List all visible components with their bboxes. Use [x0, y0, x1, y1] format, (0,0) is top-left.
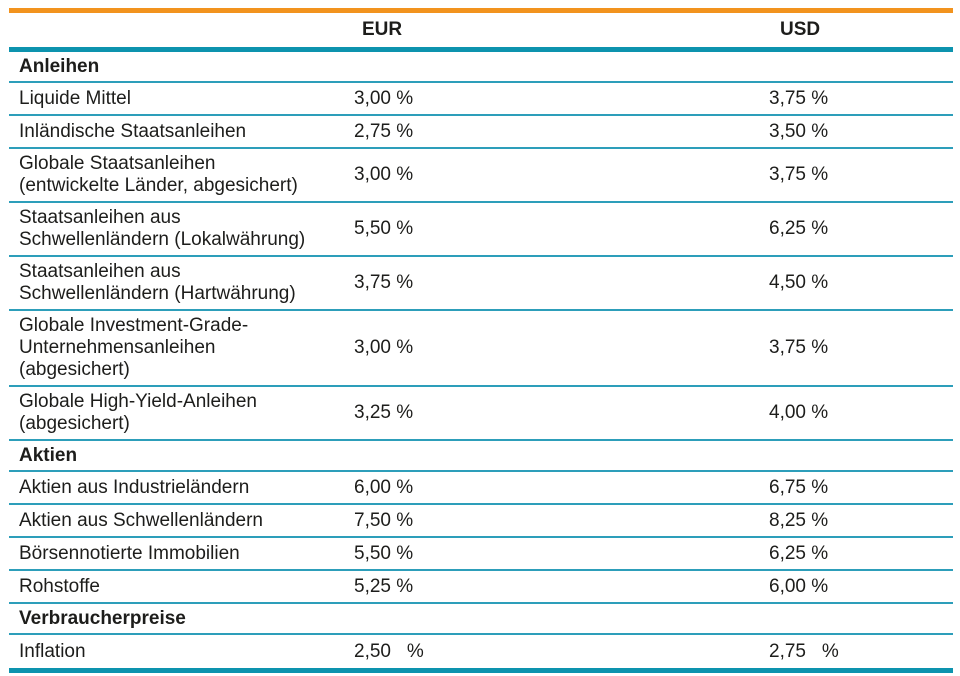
section-header-row: Anleihen: [9, 52, 953, 83]
asset-label: Inländische Staatsanleihen: [19, 120, 247, 142]
asset-label: Aktien aus Industrieländern: [19, 476, 250, 498]
eur-value: 3,00 %: [354, 164, 414, 185]
asset-label: Liquide Mittel: [19, 87, 131, 109]
eur-value: 3,00 %: [354, 87, 414, 109]
table-row: Börsennotierte Immobilien 5,50 % 6,25 %: [9, 538, 953, 571]
usd-value: 6,25 %: [769, 542, 829, 564]
table-row: Liquide Mittel 3,00 % 3,75 %: [9, 83, 953, 116]
eur-value: 2,75 %: [354, 120, 414, 142]
eur-value: 5,50 %: [354, 218, 414, 239]
usd-value: 3,75 %: [769, 87, 829, 109]
usd-value: 4,50 %: [769, 272, 829, 293]
header-eur: EUR: [362, 19, 403, 40]
return-forecast-table: EUR USD Anleihen Liquide Mittel 3,00 % 3,75…: [9, 8, 953, 673]
usd-value: 6,25 %: [769, 218, 829, 239]
asset-label: Staatsanleihen aus Schwellenländern (Lok…: [19, 207, 306, 250]
usd-value: 6,00 %: [769, 575, 829, 597]
table-row: Rohstoffe 5,25 % 6,00 %: [9, 571, 953, 604]
table-row: Aktien aus Industrieländern 6,00 % 6,75 %: [9, 472, 953, 505]
header-usd: USD: [780, 19, 821, 40]
table-row: Staatsanleihen aus Schwellenländern (Lok…: [9, 203, 953, 257]
section-title: Aktien: [19, 444, 78, 466]
table-row: Globale Investment-Grade- Unternehmensan…: [9, 311, 953, 387]
asset-label: Globale High-Yield-Anleihen (abgesichert…: [19, 391, 257, 434]
eur-value: 3,25 %: [354, 402, 414, 423]
header-bottom-rule: [9, 47, 953, 52]
section-title: Anleihen: [19, 55, 100, 77]
usd-value: 2,75 %: [769, 640, 839, 662]
usd-value: 3,50 %: [769, 120, 829, 142]
eur-value: 5,25 %: [354, 575, 414, 597]
table-row: Aktien aus Schwellenländern 7,50 % 8,25 %: [9, 505, 953, 538]
eur-value: 3,75 %: [354, 272, 414, 293]
asset-label: Rohstoffe: [19, 575, 100, 597]
eur-value: 6,00 %: [354, 476, 414, 498]
asset-label: Staatsanleihen aus Schwellenländern (Har…: [19, 261, 296, 304]
asset-label: Aktien aus Schwellenländern: [19, 509, 263, 531]
eur-value: 7,50 %: [354, 509, 414, 531]
eur-value: 5,50 %: [354, 542, 414, 564]
top-orange-rule: [9, 8, 953, 13]
table-row: Globale High-Yield-Anleihen (abgesichert…: [9, 387, 953, 441]
asset-label: Inflation: [19, 640, 86, 662]
eur-value: 3,00 %: [354, 337, 414, 358]
eur-value: 2,50 %: [354, 640, 424, 662]
table-row: Inflation 2,50 % 2,75 %: [9, 635, 953, 668]
asset-label: Globale Staatsanleihen (entwickelte Länd…: [19, 153, 298, 196]
section-title: Verbraucherpreise: [19, 607, 186, 629]
usd-value: 6,75 %: [769, 476, 829, 498]
bottom-rule: [9, 668, 953, 673]
table-row: Inländische Staatsanleihen 2,75 % 3,50 %: [9, 116, 953, 149]
section-header-row: Aktien: [9, 441, 953, 472]
table-row: Globale Staatsanleihen (entwickelte Länd…: [9, 149, 953, 203]
asset-label: Börsennotierte Immobilien: [19, 542, 240, 564]
usd-value: 4,00 %: [769, 402, 829, 423]
section-header-row: Verbraucherpreise: [9, 604, 953, 635]
asset-label: Globale Investment-Grade- Unternehmensan…: [19, 315, 249, 380]
table-header-row: EUR USD: [9, 13, 953, 47]
usd-value: 3,75 %: [769, 164, 829, 185]
usd-value: 3,75 %: [769, 337, 829, 358]
table-body: Anleihen Liquide Mittel 3,00 % 3,75 % Inländ…: [9, 52, 953, 668]
usd-value: 8,25 %: [769, 509, 829, 531]
table-row: Staatsanleihen aus Schwellenländern (Har…: [9, 257, 953, 311]
